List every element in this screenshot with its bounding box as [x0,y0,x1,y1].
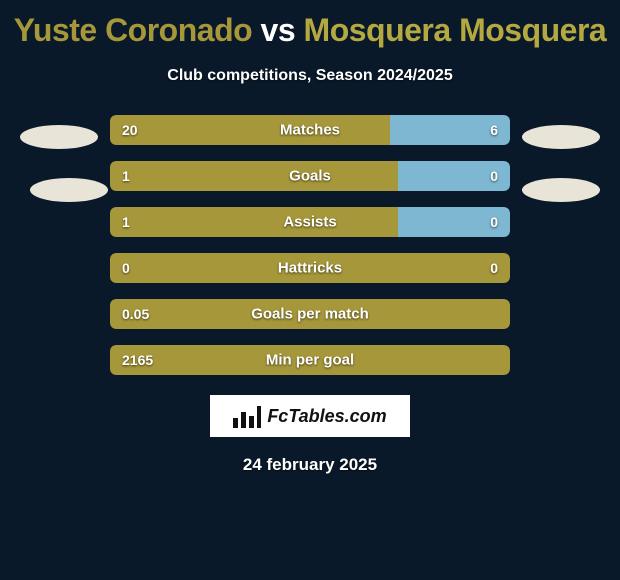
stat-row: Assists 1 0 [110,207,510,237]
stat-label: Matches [280,122,340,139]
stat-row: Min per goal 2165 [110,345,510,375]
stat-row: Hattricks 0 0 [110,253,510,283]
logo-box: FcTables.com [210,395,410,437]
player-right-name: Mosquera Mosquera [304,12,607,48]
left-marker-2 [30,178,108,202]
stat-left-value: 1 [122,214,130,230]
stats-bars: Matches206Goals10Assists10Hattricks00Goa… [110,115,510,375]
right-marker-1 [522,125,600,149]
stat-right-value: 0 [490,168,498,184]
stat-left-value: 20 [122,122,138,138]
stat-row: Goals 1 0 [110,161,510,191]
stat-label: Min per goal [266,352,354,369]
barchart-icon [233,404,261,428]
bar-left-segment [110,115,390,145]
stat-left-value: 1 [122,168,130,184]
vs-separator: vs [252,12,303,48]
date: 24 february 2025 [0,455,620,475]
right-marker-2 [522,178,600,202]
stat-right-value: 0 [490,214,498,230]
page-title: Yuste Coronado vs Mosquera Mosquera [0,0,620,49]
stat-label: Goals per match [251,306,369,323]
stat-left-value: 0.05 [122,306,149,322]
stat-row: Goals per match 0.05 [110,299,510,329]
left-marker-1 [20,125,98,149]
stat-right-value: 0 [490,260,498,276]
stat-left-value: 0 [122,260,130,276]
bar-left-segment [110,161,398,191]
stat-right-value: 6 [490,122,498,138]
stat-left-value: 2165 [122,352,153,368]
stat-label: Hattricks [278,260,342,277]
bar-left-segment [110,207,398,237]
stat-label: Assists [283,214,336,231]
subtitle: Club competitions, Season 2024/2025 [0,67,620,85]
logo-text: FcTables.com [267,406,386,427]
stat-label: Goals [289,168,331,185]
stat-row: Matches 20 6 [110,115,510,145]
player-left-name: Yuste Coronado [14,12,252,48]
